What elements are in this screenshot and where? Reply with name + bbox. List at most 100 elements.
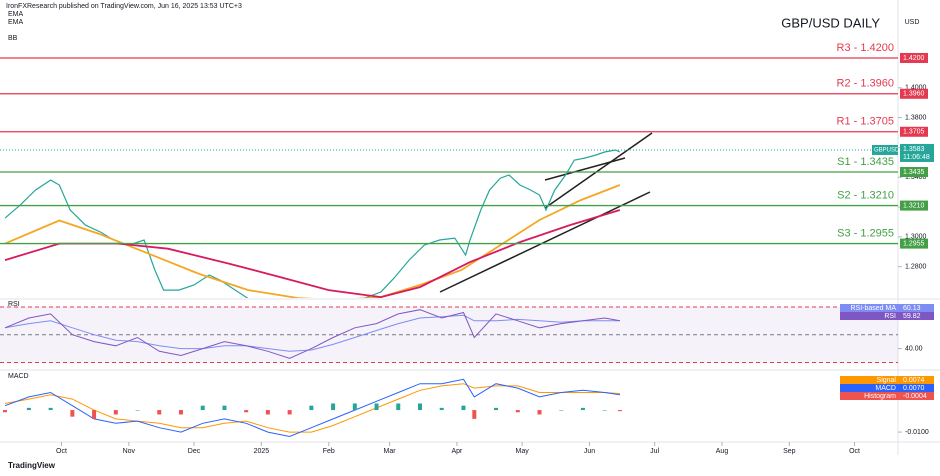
histogram-bar [396,403,401,411]
histogram-bar [3,410,7,413]
x-tick-label: 2025 [254,448,270,455]
legend-value: 0.0070 [903,385,925,392]
y-tick-label: 1.2800 [905,264,927,271]
histogram-bar [602,410,607,411]
chart-title: GBP/USD DAILY [781,15,880,30]
level-label: R1 - 1.3705 [837,116,894,128]
pane [3,378,622,438]
pane-title: RSI [8,301,20,308]
legend-value: 59.82 [903,313,921,320]
series-line [4,314,620,352]
legend-tag [840,384,934,392]
y-tick-label: 40.00 [905,345,923,352]
legend-value: -0.0004 [903,393,927,400]
series-line [4,378,620,438]
histogram-bar [265,410,270,415]
legend-label: EMA [8,19,24,26]
y-tick-label: 1.3800 [905,114,927,121]
legend-tag [840,376,934,384]
histogram-bar [515,410,520,413]
histogram-bar [157,410,162,415]
y-tick-label: 1.4000 [905,85,927,92]
price-tag-countdown: 11:06:48 [903,154,930,161]
level-tag-label: 1.4200 [903,55,925,62]
x-tick-label: Jul [650,448,659,455]
histogram-bar [580,407,585,411]
legend-value: 0.0074 [903,377,925,384]
legend-tag [840,392,934,400]
histogram-bar [309,405,314,411]
x-tick-label: Feb [323,448,335,455]
level-label: S3 - 1.2955 [837,227,894,239]
histogram-bar [48,407,53,411]
histogram-bar [537,410,542,415]
x-tick-label: Apr [451,448,463,455]
legend-tag [840,304,934,312]
y-tick-label: 1.3000 [905,234,927,241]
histogram-bar [331,403,336,411]
level-tag [900,167,928,178]
x-tick-label: Nov [123,448,136,455]
y-tick-label: 1.3400 [905,174,927,181]
x-tick-label: Oct [56,448,67,455]
histogram-bar [200,405,205,411]
histogram-bar [352,403,357,411]
pane-title: MACD [8,373,29,380]
trendline [439,191,651,293]
histogram-bar [439,407,444,411]
y-tick-label: -0.0100 [905,429,929,436]
legend-name: Histogram [864,393,896,400]
currency: USD [905,19,920,26]
histogram-bar [494,407,499,411]
histogram-bar [417,403,422,411]
legend-label: BB [8,35,18,42]
price-tag-symbol: GBPUSD [874,148,900,154]
histogram-bar [92,410,97,419]
histogram-bar [178,410,183,415]
publisher: IronFXResearch published on TradingView.… [6,3,242,10]
series-line [4,383,620,433]
level-tag [900,200,928,211]
histogram-bar [113,410,118,415]
histogram-bar [135,410,140,411]
x-tick-label: May [515,448,529,455]
legend-tag [840,312,934,320]
level-tag [900,52,928,63]
level-tag-label: 1.3210 [903,202,925,209]
trendline [544,132,653,209]
x-tick-label: Mar [384,448,397,455]
level-tag [900,238,928,249]
x-tick-label: Jun [584,448,595,455]
x-tick-label: Sep [783,448,796,455]
x-tick-label: Oct [849,448,860,455]
price-tag [900,143,934,162]
series-line [4,184,621,298]
histogram-bar [559,410,564,411]
legend-name: MACD [875,385,896,392]
histogram-bar [461,405,466,411]
x-tick-label: Dec [188,448,201,455]
legend-name: RSI-based MA [850,305,896,312]
trendline [544,157,626,181]
series-line [4,309,620,359]
level-tag-label: 1.2955 [903,240,925,247]
level-tag-label: 1.3960 [903,91,925,98]
histogram-bar [287,410,292,415]
level-tag-label: 1.3705 [903,129,925,136]
histogram-bar [70,410,75,417]
pane [0,306,898,363]
trendlines [439,132,653,293]
level-label: R3 - 1.4200 [837,42,894,54]
histogram-bar [26,407,31,411]
level-tag [900,126,928,137]
legend-name: Signal [877,377,897,384]
histogram-bar [222,405,227,411]
price-tag [872,144,898,155]
level-tag [900,88,928,99]
histogram-bar [617,410,622,412]
level-tag-label: 1.3435 [903,169,925,176]
price-tag-label: 1.3583 [903,146,925,153]
histogram-bar [244,410,249,413]
